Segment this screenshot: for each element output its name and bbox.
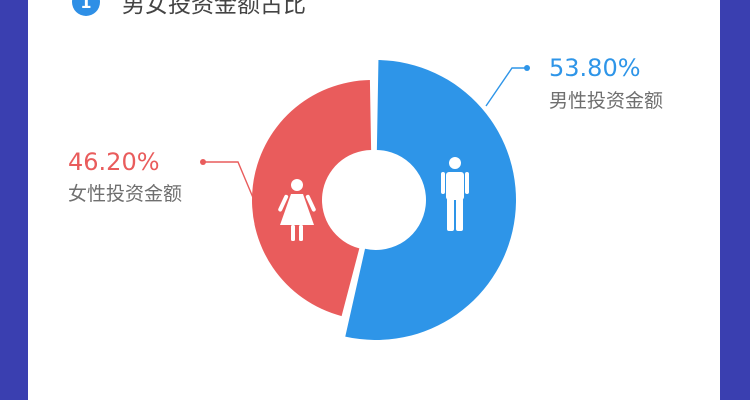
section-title: 男女投资金额占比 xyxy=(122,0,306,18)
female-person-icon xyxy=(278,179,316,241)
male-percent-label: 53.80% xyxy=(549,54,641,82)
step-number-badge: 1 xyxy=(72,0,100,16)
leader-line-male xyxy=(485,67,527,107)
female-name-label: 女性投资金额 xyxy=(68,183,182,205)
slice-female xyxy=(252,80,372,317)
male-person-icon xyxy=(441,157,469,231)
male-name-label: 男性投资金额 xyxy=(549,90,663,112)
slice-male xyxy=(345,60,516,340)
section-header: 1 男女投资金额占比 xyxy=(72,0,306,20)
leader-line-female xyxy=(203,161,255,201)
female-percent-label: 46.20% xyxy=(68,148,160,176)
leader-line-male-dot xyxy=(524,65,530,71)
leader-line-female-dot xyxy=(200,159,206,165)
